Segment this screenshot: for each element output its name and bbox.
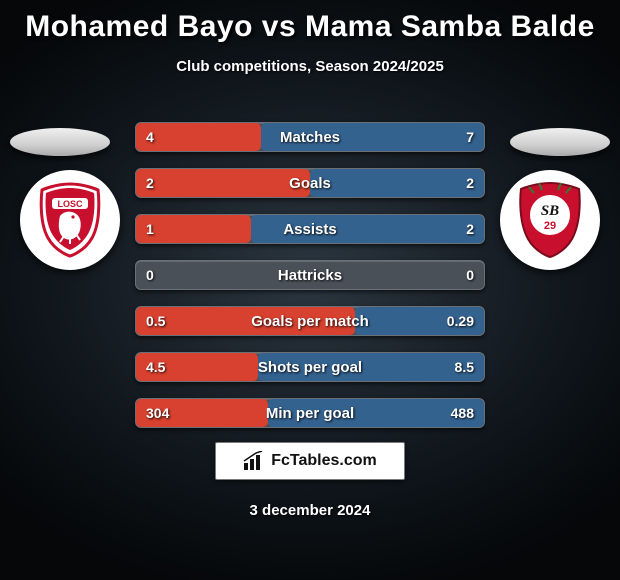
- svg-text:29: 29: [544, 220, 556, 232]
- shadow-disc-left: [10, 128, 110, 156]
- subtitle: Club competitions, Season 2024/2025: [0, 58, 620, 75]
- stat-row: 12Assists: [135, 214, 485, 244]
- stat-label: Hattricks: [136, 261, 484, 289]
- club-badge-right: SB 29: [500, 170, 600, 270]
- club-badge-left: LOSC: [20, 170, 120, 270]
- brand-box: FcTables.com: [215, 442, 405, 480]
- brest-badge-icon: SB 29: [509, 179, 591, 261]
- stat-label: Assists: [136, 215, 484, 243]
- stat-row: 00Hattricks: [135, 260, 485, 290]
- shadow-disc-right: [510, 128, 610, 156]
- brand-text: FcTables.com: [271, 452, 377, 470]
- date-text: 3 december 2024: [0, 502, 620, 519]
- stat-label: Min per goal: [136, 399, 484, 427]
- stat-rows: 47Matches 22Goals 12Assists 00Hattricks 0.50…: [135, 122, 485, 444]
- svg-text:LOSC: LOSC: [57, 199, 83, 209]
- stat-label: Goals: [136, 169, 484, 197]
- stat-row: 47Matches: [135, 122, 485, 152]
- page-title: Mohamed Bayo vs Mama Samba Balde: [0, 0, 620, 44]
- stat-row: 0.50.29Goals per match: [135, 306, 485, 336]
- stat-row: 304488Min per goal: [135, 398, 485, 428]
- chart-icon: [243, 451, 265, 471]
- stat-label: Goals per match: [136, 307, 484, 335]
- svg-text:SB: SB: [541, 203, 559, 219]
- stat-row: 4.58.5Shots per goal: [135, 352, 485, 382]
- stat-label: Matches: [136, 123, 484, 151]
- stat-label: Shots per goal: [136, 353, 484, 381]
- stat-row: 22Goals: [135, 168, 485, 198]
- losc-badge-icon: LOSC: [30, 180, 110, 260]
